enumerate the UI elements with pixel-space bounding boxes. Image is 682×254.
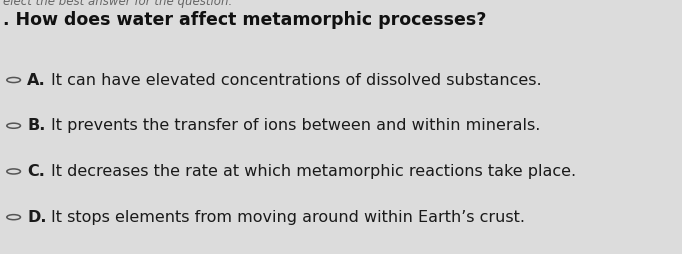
Text: B.: B. <box>27 118 46 133</box>
Text: . How does water affect metamorphic processes?: . How does water affect metamorphic proc… <box>3 11 487 29</box>
Text: It stops elements from moving around within Earth’s crust.: It stops elements from moving around wit… <box>51 210 525 225</box>
Text: It decreases the rate at which metamorphic reactions take place.: It decreases the rate at which metamorph… <box>51 164 576 179</box>
Text: elect the best answer for the question.: elect the best answer for the question. <box>3 0 233 8</box>
Text: A.: A. <box>27 72 46 88</box>
Text: D.: D. <box>27 210 47 225</box>
Text: It can have elevated concentrations of dissolved substances.: It can have elevated concentrations of d… <box>51 72 542 88</box>
Text: C.: C. <box>27 164 45 179</box>
Text: It prevents the transfer of ions between and within minerals.: It prevents the transfer of ions between… <box>51 118 541 133</box>
